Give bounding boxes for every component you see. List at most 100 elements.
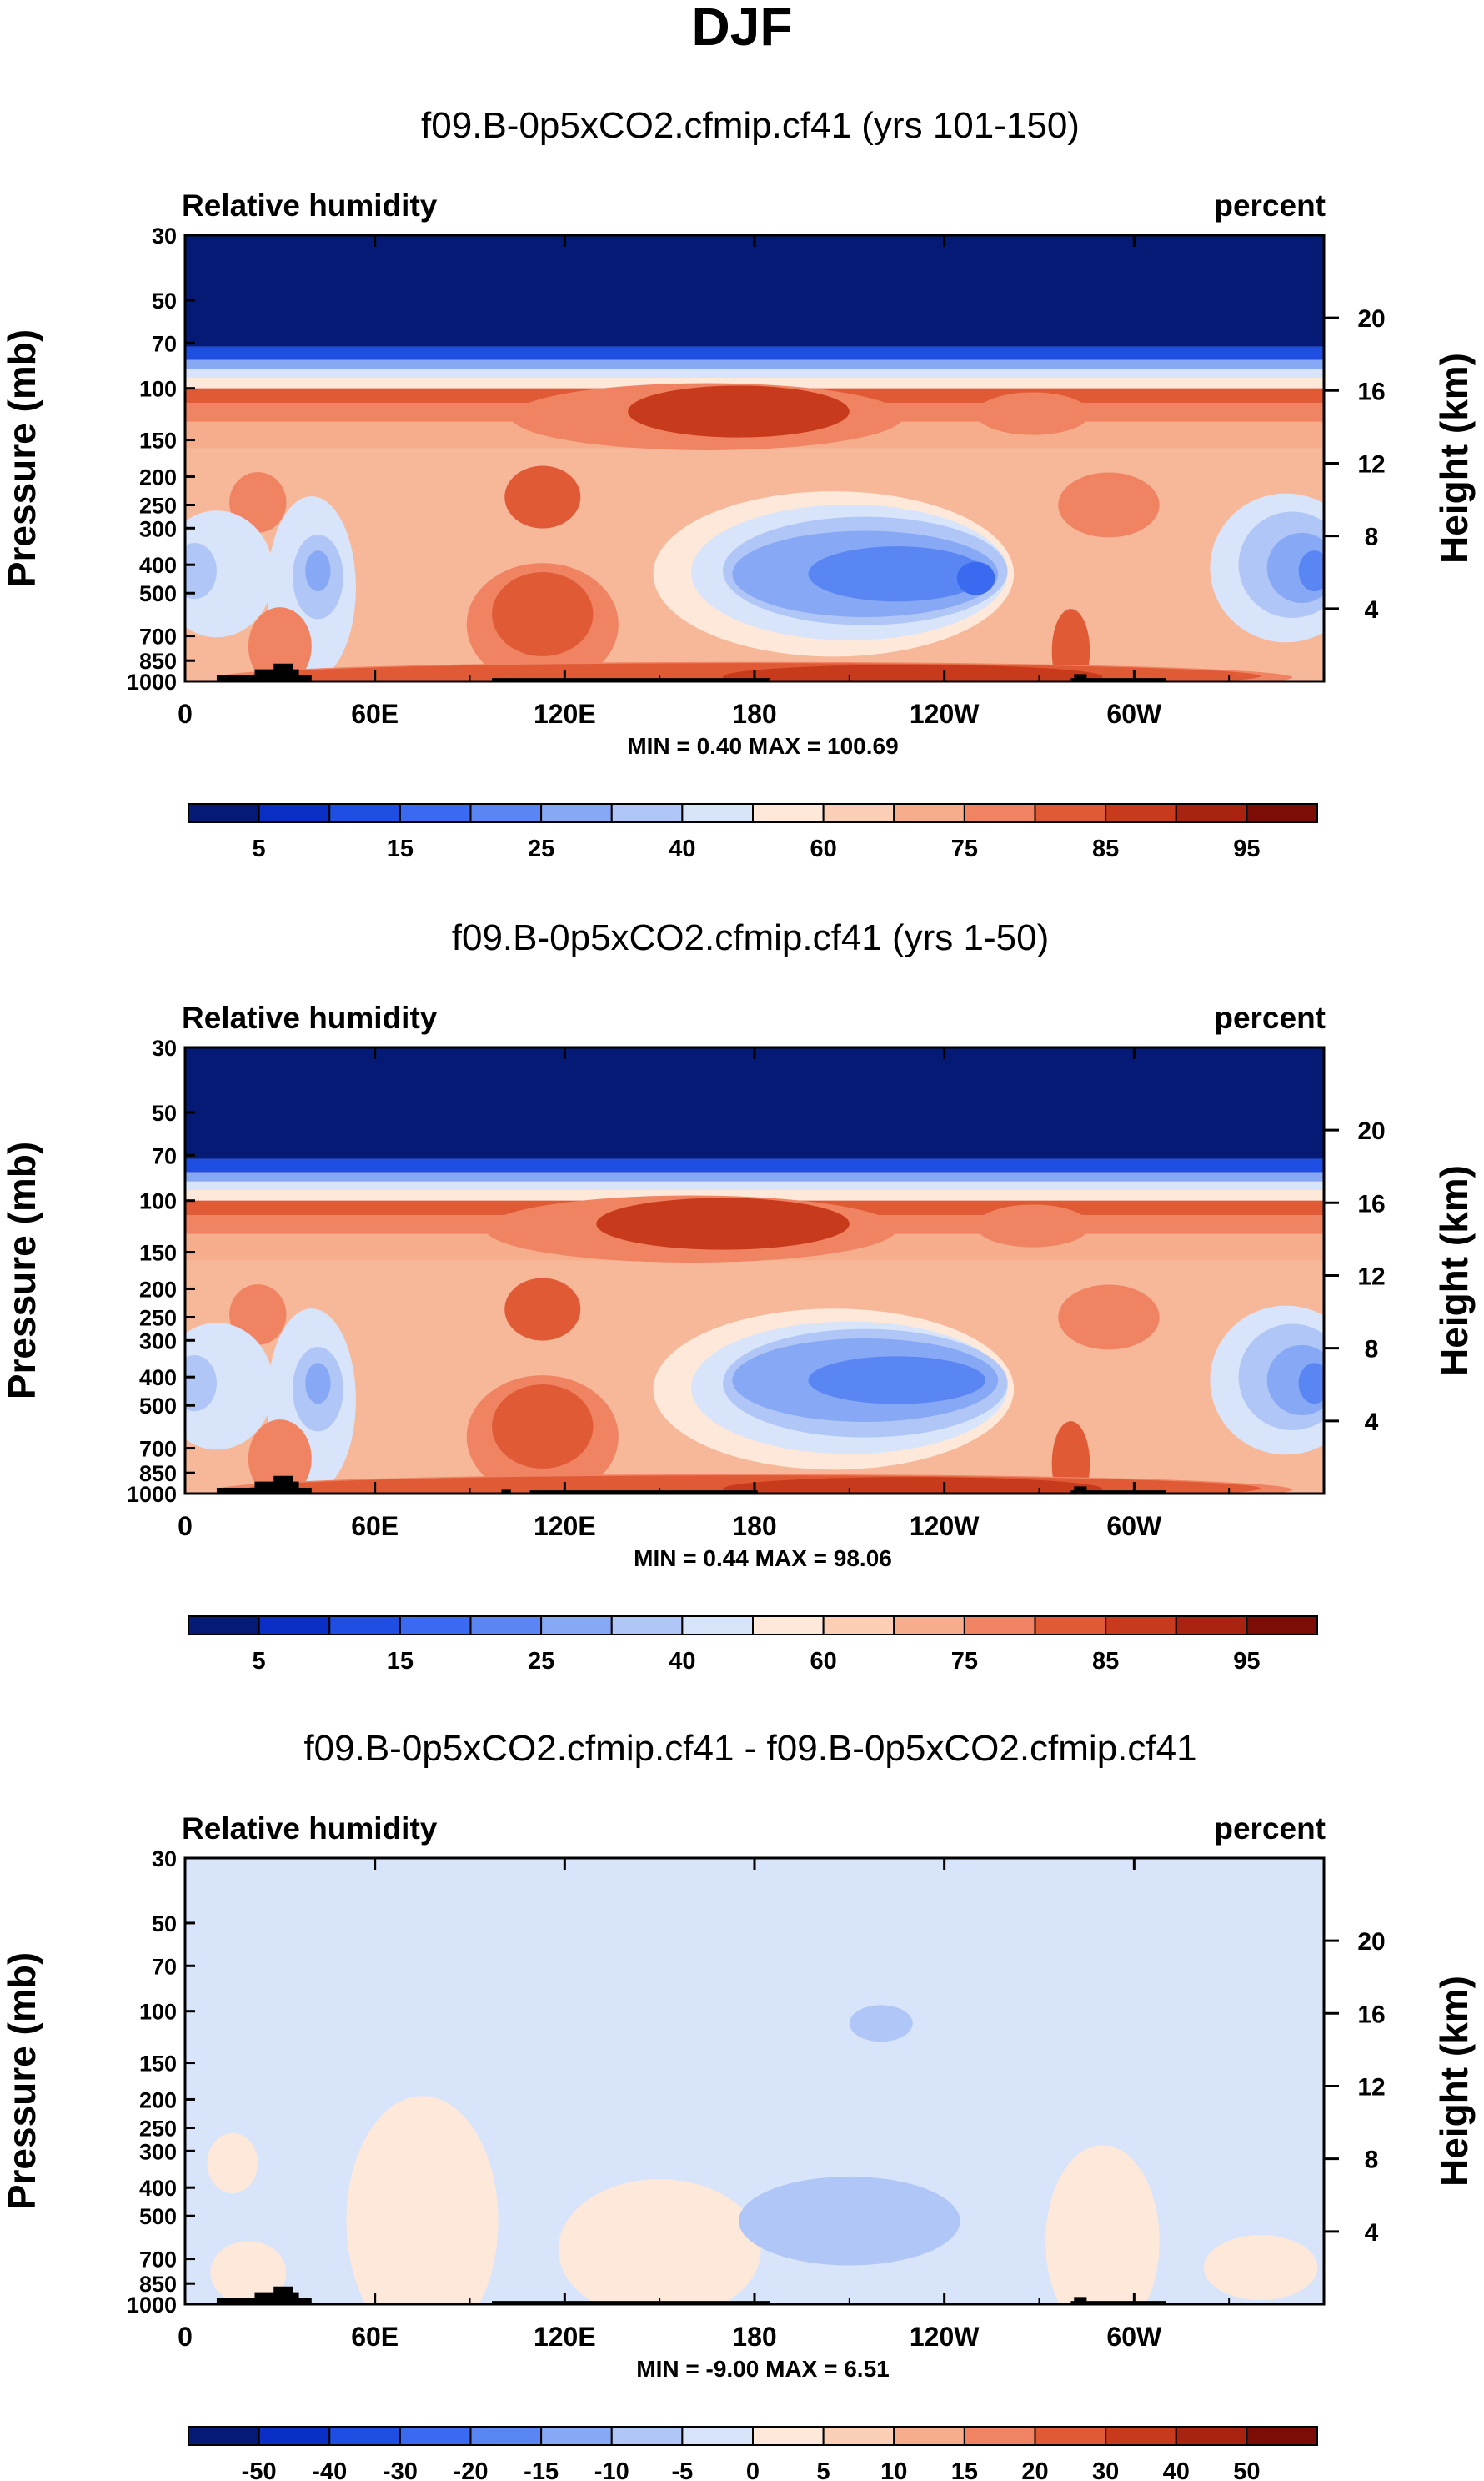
contour-region	[229, 1284, 287, 1345]
height-tick-label: 8	[1365, 524, 1379, 551]
colorbar-box	[328, 1615, 401, 1635]
colorbar-box	[752, 1615, 825, 1635]
contour-region	[248, 607, 312, 681]
y-tick-label: 500	[139, 581, 177, 606]
colorbar-label: 5	[253, 1648, 266, 1675]
level-band	[185, 235, 1324, 347]
level-band	[185, 346, 1324, 360]
height-tick-label: 12	[1357, 1263, 1385, 1290]
contour-region	[210, 2241, 287, 2304]
height-tick-label: 16	[1357, 1190, 1385, 1218]
colorbar-label: -10	[594, 2458, 629, 2481]
height-tick-label: 12	[1357, 450, 1385, 478]
colorbar-label: 25	[528, 1648, 554, 1675]
y-tick-label: 30	[152, 223, 177, 249]
level-band	[185, 1158, 1324, 1173]
contour-region	[975, 1204, 1090, 1248]
contour-field	[185, 1047, 1324, 1494]
x-tick-label: 0	[178, 1511, 193, 1541]
colorbar-box	[1105, 2426, 1177, 2446]
colorbar-label: -50	[242, 2458, 277, 2481]
x-tick-label: 60E	[351, 699, 399, 729]
variable-label: Relative humidity	[182, 1001, 438, 1035]
level-band	[185, 1047, 1324, 1159]
orography	[1074, 674, 1087, 681]
colorbar-box	[1175, 2426, 1248, 2446]
contour-region	[558, 2179, 761, 2304]
x-tick-label: 0	[178, 2322, 193, 2352]
contour-region	[185, 510, 274, 638]
y-tick-label: 850	[139, 649, 177, 674]
colorbar-box	[893, 2426, 965, 2446]
contour-region	[849, 2005, 913, 2042]
orography	[492, 678, 770, 681]
colorbar-label: 40	[669, 1648, 695, 1675]
contour-region	[305, 550, 331, 592]
colorbar-box	[540, 2426, 613, 2446]
colorbar-box	[610, 2426, 684, 2446]
height-tick-label: 20	[1357, 1928, 1385, 1956]
colorbar-label: 15	[951, 2458, 978, 2481]
y-tick-label: 250	[139, 2116, 177, 2141]
y-tick-label: 700	[139, 1437, 177, 1462]
colorbar-label: -20	[454, 2458, 489, 2481]
y-tick-label: 50	[152, 289, 177, 314]
y-tick-label: 850	[139, 1461, 177, 1486]
contour-region	[808, 1356, 985, 1404]
height-tick-label: 4	[1365, 596, 1379, 624]
x-tick-label: 60W	[1106, 1511, 1162, 1541]
chart-panel-3: f09.B-0p5xCO2.cfmip.cf41 - f09.B-0p5xCO2…	[0, 1728, 1476, 2481]
contour-region	[975, 392, 1090, 435]
panel-title: f09.B-0p5xCO2.cfmip.cf41 (yrs 101-150)	[421, 105, 1080, 146]
contour-region	[1051, 609, 1090, 681]
colorbar-label: 25	[528, 836, 554, 862]
y-axis-title-right: Height (km)	[1432, 1976, 1476, 2187]
y-tick-label: 50	[152, 1911, 177, 1936]
colorbar-label: 5	[817, 2458, 830, 2481]
y-tick-label: 50	[152, 1101, 177, 1126]
colorbar-label: 50	[1233, 2458, 1260, 2481]
x-tick-label: 120E	[534, 1511, 596, 1541]
height-tick-label: 8	[1365, 1336, 1379, 1364]
colorbar-label: -40	[312, 2458, 347, 2481]
contour-region	[346, 2096, 499, 2304]
chart-panel-2: f09.B-0p5xCO2.cfmip.cf41 (yrs 1-50) Relat…	[0, 917, 1476, 1675]
x-tick-label: 180	[732, 2322, 776, 2352]
y-tick-label: 30	[152, 1846, 177, 1871]
units-label: percent	[1214, 1001, 1326, 1035]
colorbar-label: 40	[1163, 2458, 1190, 2481]
orography	[501, 1489, 511, 1494]
y-tick-label: 1000	[127, 2293, 177, 2318]
y-tick-label: 400	[139, 2176, 177, 2201]
x-tick-label: 120W	[910, 699, 980, 729]
y-tick-label: 100	[139, 377, 177, 402]
contour-region	[628, 385, 850, 438]
y-axis-title: Pressure (mb)	[0, 329, 43, 587]
contour-region	[504, 1278, 581, 1341]
colorbar-box	[1175, 1615, 1248, 1635]
level-band	[185, 369, 1324, 378]
y-tick-label: 500	[139, 2204, 177, 2229]
colorbar-box	[1034, 1615, 1107, 1635]
units-label: percent	[1214, 188, 1326, 223]
units-label: percent	[1214, 1811, 1326, 1846]
orography	[1070, 1490, 1166, 1494]
colorbar-label: -15	[524, 2458, 559, 2481]
colorbar-box	[1105, 803, 1177, 823]
y-tick-label: 400	[139, 553, 177, 578]
level-band	[185, 1189, 1324, 1201]
colorbar-box	[963, 803, 1036, 823]
colorbar-box	[681, 1615, 754, 1635]
colorbar-box	[963, 1615, 1036, 1635]
variable-label: Relative humidity	[182, 188, 438, 223]
contour-region	[185, 542, 217, 600]
y-tick-label: 200	[139, 2087, 177, 2112]
y-tick-label: 1000	[127, 1482, 177, 1507]
contour-region	[1298, 550, 1324, 592]
orography	[273, 663, 293, 681]
figure-title: DJF	[692, 0, 793, 57]
colorbar-label: 40	[669, 836, 695, 862]
colorbar-label: 10	[880, 2458, 907, 2481]
colorbar-label: 75	[951, 1648, 978, 1675]
colorbar-box	[1105, 1615, 1177, 1635]
